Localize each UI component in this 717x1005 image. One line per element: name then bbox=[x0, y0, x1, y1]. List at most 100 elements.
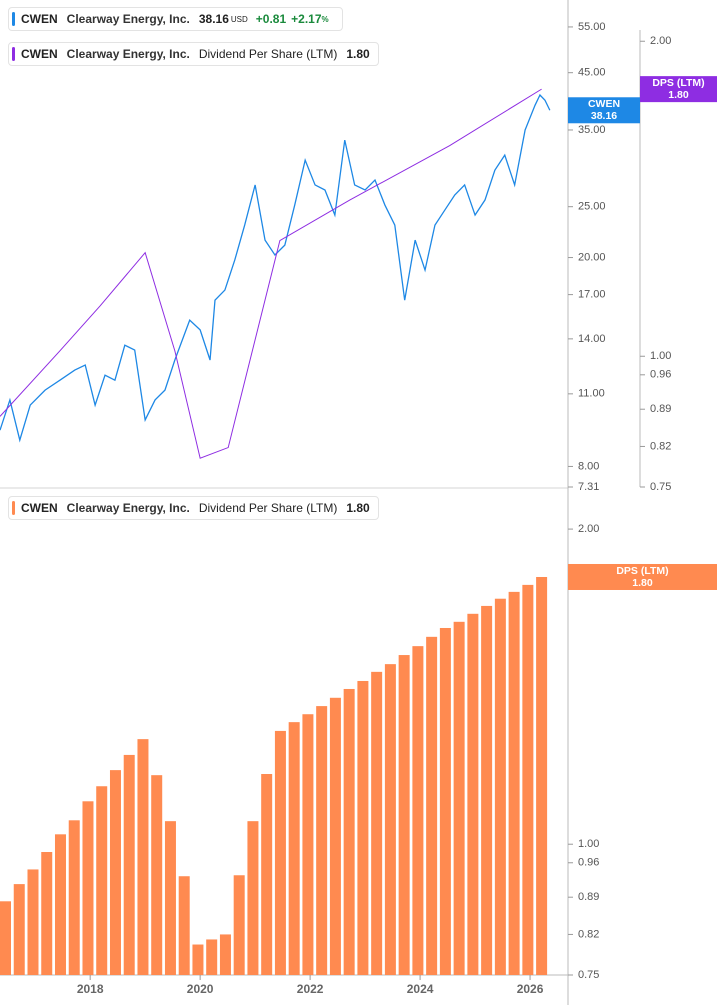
legend-value: 1.80 bbox=[346, 501, 370, 515]
bar bbox=[302, 714, 314, 975]
x-tick-label: 2020 bbox=[187, 982, 214, 996]
x-tick-label: 2024 bbox=[407, 982, 434, 996]
bar bbox=[467, 613, 479, 975]
legend-company: Clearway Energy, Inc. bbox=[66, 12, 190, 26]
y-tick-label: 1.00 bbox=[650, 350, 671, 362]
legend-company: Clearway Energy, Inc. bbox=[66, 47, 190, 61]
bar bbox=[41, 852, 53, 975]
legend-ticker: CWEN bbox=[21, 501, 58, 515]
y-tick-label: 0.82 bbox=[578, 928, 599, 940]
y-tick-label: 25.00 bbox=[578, 201, 606, 213]
legend-currency: USD bbox=[230, 14, 248, 24]
bar bbox=[371, 671, 383, 975]
dps-bar-legend: CWEN Clearway Energy, Inc. Dividend Per … bbox=[8, 496, 379, 520]
bar bbox=[233, 875, 245, 975]
y-tick-label: 2.00 bbox=[578, 523, 599, 535]
bar bbox=[178, 876, 190, 975]
last-value-box bbox=[568, 97, 640, 124]
legend-ticker: CWEN bbox=[21, 47, 58, 61]
legend-percent-sign: % bbox=[321, 14, 329, 24]
x-tick-label: 2022 bbox=[297, 982, 324, 996]
legend-indicator: Dividend Per Share (LTM) bbox=[198, 47, 338, 61]
bar bbox=[412, 646, 424, 975]
bar bbox=[261, 774, 273, 975]
bar bbox=[426, 636, 438, 975]
y-tick-label: 55.00 bbox=[578, 21, 606, 33]
legend-swatch bbox=[12, 12, 15, 26]
bar bbox=[274, 730, 286, 975]
y-tick-label: 2.00 bbox=[650, 35, 671, 47]
y-tick-label: 0.89 bbox=[578, 891, 599, 903]
last-value-box bbox=[568, 563, 717, 590]
y-tick-label: 0.75 bbox=[578, 969, 599, 981]
y-tick-label: 0.82 bbox=[650, 440, 671, 452]
y-tick-label: 20.00 bbox=[578, 251, 606, 263]
y-tick-label: 0.96 bbox=[578, 857, 599, 869]
bar bbox=[288, 722, 300, 975]
legend-swatch bbox=[12, 501, 15, 515]
bar bbox=[54, 834, 66, 975]
last-value-box bbox=[640, 76, 717, 103]
last-value-name: DPS (LTM) bbox=[652, 77, 704, 89]
bar bbox=[109, 770, 121, 975]
last-value-label: 1.80 bbox=[632, 577, 653, 589]
bar bbox=[68, 820, 80, 975]
y-tick-label: 0.96 bbox=[650, 369, 671, 381]
x-tick-label: 2026 bbox=[517, 982, 544, 996]
price-legend: CWEN Clearway Energy, Inc. 38.16 USD +0.… bbox=[8, 7, 343, 31]
bar bbox=[384, 664, 396, 975]
y-tick-label: 0.75 bbox=[650, 481, 671, 493]
dps-legend: CWEN Clearway Energy, Inc. Dividend Per … bbox=[8, 42, 379, 66]
line-series bbox=[0, 88, 542, 459]
bar bbox=[151, 775, 163, 975]
legend-price: 38.16 bbox=[198, 12, 229, 26]
y-tick-label: 45.00 bbox=[578, 67, 606, 79]
bar bbox=[343, 688, 355, 975]
y-tick-label: 0.89 bbox=[650, 403, 671, 415]
last-value-name: CWEN bbox=[588, 98, 620, 110]
legend-ticker: CWEN bbox=[21, 12, 58, 26]
legend-change: +0.81 bbox=[255, 12, 287, 26]
bar bbox=[206, 939, 218, 975]
y-tick-label: 1.00 bbox=[578, 838, 599, 850]
y-tick-label: 35.00 bbox=[578, 124, 606, 136]
bar bbox=[494, 598, 506, 975]
bar bbox=[0, 901, 11, 975]
y-tick-label: 14.00 bbox=[578, 333, 606, 345]
y-tick-label: 8.00 bbox=[578, 460, 599, 472]
bar bbox=[329, 697, 341, 975]
legend-company: Clearway Energy, Inc. bbox=[66, 501, 190, 515]
bar bbox=[522, 584, 534, 975]
y-tick-label: 17.00 bbox=[578, 289, 606, 301]
bar bbox=[536, 576, 548, 975]
bar bbox=[439, 627, 451, 975]
bar bbox=[27, 869, 39, 975]
bar bbox=[192, 944, 204, 975]
bar bbox=[137, 739, 149, 975]
bar bbox=[164, 821, 176, 975]
bar bbox=[13, 884, 25, 975]
bar bbox=[453, 621, 465, 975]
bar bbox=[123, 754, 135, 975]
bar bbox=[398, 655, 410, 975]
bar bbox=[316, 706, 328, 975]
x-tick-label: 2018 bbox=[77, 982, 104, 996]
bar bbox=[481, 605, 493, 975]
legend-value: 1.80 bbox=[346, 47, 370, 61]
bar bbox=[219, 934, 231, 975]
bar bbox=[357, 680, 369, 975]
bar bbox=[247, 821, 259, 975]
legend-change-percent: +2.17 bbox=[291, 12, 322, 26]
line-series bbox=[0, 93, 551, 443]
legend-swatch bbox=[12, 47, 15, 61]
last-value-label: 1.80 bbox=[668, 89, 689, 101]
y-tick-label: 7.31 bbox=[578, 481, 599, 493]
y-tick-label: 11.00 bbox=[578, 388, 605, 400]
bar bbox=[82, 801, 94, 975]
last-value-label: 38.16 bbox=[591, 110, 617, 122]
bar bbox=[508, 591, 520, 975]
bar bbox=[96, 786, 108, 975]
last-value-name: DPS (LTM) bbox=[616, 565, 668, 577]
